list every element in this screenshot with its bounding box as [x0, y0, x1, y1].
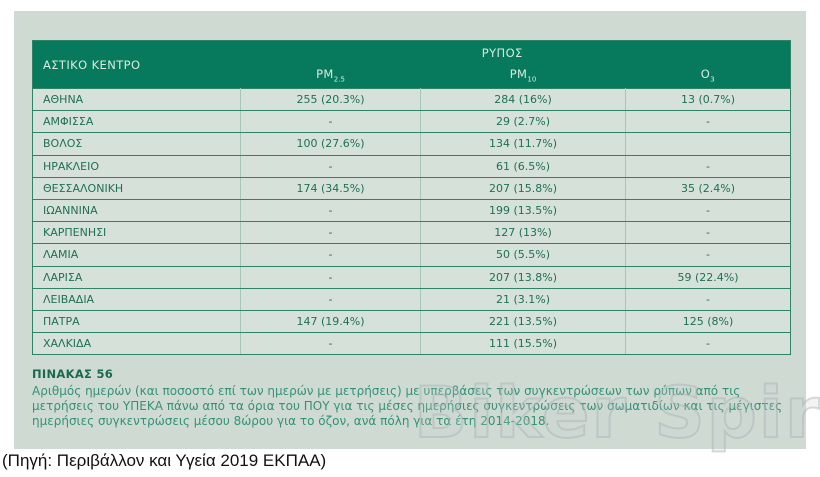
city-cell: ΧΑΛΚΙΔΑ — [32, 332, 241, 356]
o3-cell: - — [625, 110, 791, 134]
table-row: ΛΕΙΒΑΔΙΑ -21 (3.1%) - — [32, 287, 791, 311]
pm10-cell: 221 (13.5%) — [420, 309, 626, 334]
city-cell: ΙΩΑΝΝΙΝΑ — [32, 198, 241, 223]
o3-cell: 59 (22.4%) — [625, 265, 791, 289]
city-cell: ΑΜΦΙΣΣΑ — [32, 110, 241, 134]
caption-body: Αριθμός ημερών (και ποσοστό επί των ημερ… — [32, 384, 783, 429]
table-header: ΑΣΤΙΚΟ ΚΕΝΤΡΟ ΡΥΠΟΣ PM2.5 PM10 O3 — [32, 40, 791, 89]
pm25-cell: 174 (34.5%) — [240, 176, 421, 200]
pm25-cell: 100 (27.6%) — [240, 132, 421, 156]
pm25-cell: - — [240, 243, 421, 267]
pm25-cell: 147 (19.4%) — [240, 309, 421, 334]
col-header-o3: O3 — [625, 65, 791, 89]
pm25-cell: - — [240, 154, 421, 178]
pm25-cell: - — [240, 221, 421, 245]
city-cell: ΠΑΤΡΑ — [32, 309, 241, 334]
pm10-cell: 134 (11.7%) — [420, 132, 626, 156]
city-cell: ΛΑΜΙΑ — [32, 243, 241, 267]
o3-cell: - — [625, 154, 791, 178]
city-cell: ΛΑΡΙΣΑ — [32, 265, 241, 289]
pm10-cell: 284 (16%) — [420, 87, 626, 112]
caption-title: ΠΙΝΑΚΑΣ 56 — [32, 367, 114, 382]
table-row: ΒΟΛΟΣ 100 (27.6%) 134 (11.7%) — [32, 132, 791, 156]
table-row: ΛΑΡΙΣΑ -207 (13.8%) 59 (22.4%) — [32, 265, 791, 289]
pm25-cell: 255 (20.3%) — [240, 87, 421, 112]
col-header-pm25: PM2.5 — [240, 65, 421, 89]
pm10-cell: 29 (2.7%) — [420, 110, 626, 134]
table-body: ΑΘΗΝΑ 255 (20.3%) 284 (16%) 13 (0.7%) ΑΜΦΙΣΣ… — [32, 87, 791, 356]
pm25-cell: - — [240, 110, 421, 134]
col-header-pm10: PM10 — [420, 65, 626, 89]
pm10-cell: 50 (5.5%) — [420, 243, 626, 267]
table-row: ΗΡΑΚΛΕΙΟ -61 (6.5%) - — [32, 154, 791, 178]
city-cell: ΛΕΙΒΑΔΙΑ — [32, 287, 241, 311]
pm10-cell: 111 (15.5%) — [420, 332, 626, 356]
o3-cell: - — [625, 221, 791, 245]
source-line: (Πηγή: Περιβάλλον και Υγεία 2019 ΕΚΠΑΑ) — [2, 451, 327, 470]
o3-cell: 125 (8%) — [625, 309, 791, 334]
o3-cell: - — [625, 332, 791, 356]
city-cell: ΑΘΗΝΑ — [32, 87, 241, 112]
city-cell: ΘΕΣΣΑΛΟΝΙΚΗ — [32, 176, 241, 200]
report-panel: ΑΣΤΙΚΟ ΚΕΝΤΡΟ ΡΥΠΟΣ PM2.5 PM10 O3 ΑΘΗΝΑ 2… — [14, 11, 806, 449]
pm10-cell: 207 (15.8%) — [420, 176, 626, 200]
table-row: ΙΩΑΝΝΙΝΑ -199 (13.5%) - — [32, 198, 791, 223]
pm10-cell: 199 (13.5%) — [420, 198, 626, 223]
col-header-city: ΑΣΤΙΚΟ ΚΕΝΤΡΟ — [32, 40, 241, 89]
table-row: ΠΑΤΡΑ 147 (19.4%) 221 (13.5%) 125 (8%) — [32, 309, 791, 334]
pm10-cell: 61 (6.5%) — [420, 154, 626, 178]
city-cell: ΚΑΡΠΕΝΗΣΙ — [32, 221, 241, 245]
o3-cell: - — [625, 287, 791, 311]
table-caption: ΠΙΝΑΚΑΣ 56 Αριθμός ημερών (και ποσοστό ε… — [32, 367, 788, 429]
col-group-pollutant: ΡΥΠΟΣ — [240, 40, 791, 66]
pm10-cell: 127 (13%) — [420, 221, 626, 245]
table-row: ΘΕΣΣΑΛΟΝΙΚΗ 174 (34.5%) 207 (15.8%) 35 (2.4… — [32, 176, 791, 200]
city-cell: ΗΡΑΚΛΕΙΟ — [32, 154, 241, 178]
table-row: ΑΘΗΝΑ 255 (20.3%) 284 (16%) 13 (0.7%) — [32, 87, 791, 112]
table-row: ΛΑΜΙΑ -50 (5.5%) - — [32, 243, 791, 267]
pm25-cell: - — [240, 287, 421, 311]
city-cell: ΒΟΛΟΣ — [32, 132, 241, 156]
o3-cell — [625, 132, 791, 156]
pm10-cell: 21 (3.1%) — [420, 287, 626, 311]
pm25-cell: - — [240, 198, 421, 223]
pollution-table: ΑΣΤΙΚΟ ΚΕΝΤΡΟ ΡΥΠΟΣ PM2.5 PM10 O3 ΑΘΗΝΑ 2… — [32, 40, 791, 356]
table-row: ΑΜΦΙΣΣΑ -29 (2.7%) - — [32, 110, 791, 134]
pm10-cell: 207 (13.8%) — [420, 265, 626, 289]
pm25-cell: - — [240, 332, 421, 356]
o3-cell: - — [625, 243, 791, 267]
o3-cell: 35 (2.4%) — [625, 176, 791, 200]
o3-cell: 13 (0.7%) — [625, 87, 791, 112]
o3-cell: - — [625, 198, 791, 223]
pm25-cell: - — [240, 265, 421, 289]
table-row: ΧΑΛΚΙΔΑ -111 (15.5%) - — [32, 332, 791, 356]
table-row: ΚΑΡΠΕΝΗΣΙ -127 (13%) - — [32, 221, 791, 245]
